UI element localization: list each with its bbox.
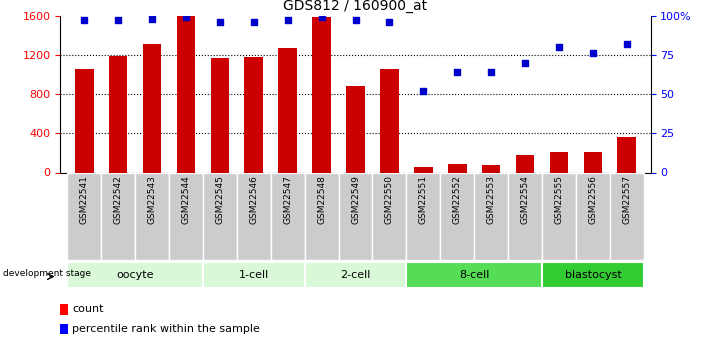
Bar [109,56,127,172]
Bar [346,86,365,172]
Point [282,18,294,23]
Bar [101,172,135,260]
Bar [60,304,68,315]
Text: GSM22549: GSM22549 [351,175,360,224]
Bar [312,17,331,172]
Bar [75,69,94,172]
Point [384,19,395,24]
Bar [210,58,229,172]
Bar [278,48,297,172]
Text: GSM22545: GSM22545 [215,175,225,224]
Text: development stage: development stage [3,269,91,278]
Bar [304,172,338,260]
Bar [508,172,542,260]
Bar [440,172,474,260]
Bar [448,164,466,172]
Bar [617,137,636,172]
Bar [414,167,433,172]
Point [417,88,429,93]
Bar [68,172,101,260]
Bar [407,262,542,288]
Point [214,19,225,24]
Text: GSM22548: GSM22548 [317,175,326,224]
Text: GSM22554: GSM22554 [520,175,530,224]
Title: GDS812 / 160900_at: GDS812 / 160900_at [284,0,427,13]
Text: GSM22544: GSM22544 [181,175,191,224]
Text: GSM22552: GSM22552 [453,175,461,224]
Text: blastocyst: blastocyst [565,270,621,280]
Bar [169,172,203,260]
Bar [245,57,263,172]
Text: GSM22541: GSM22541 [80,175,89,224]
Bar [338,172,373,260]
Bar [373,172,407,260]
Bar [610,172,643,260]
Point [350,18,361,23]
Bar [542,172,576,260]
Text: 8-cell: 8-cell [459,270,489,280]
Point [78,18,90,23]
Bar [203,262,304,288]
Text: GSM22550: GSM22550 [385,175,394,224]
Bar [474,172,508,260]
Text: GSM22547: GSM22547 [283,175,292,224]
Bar [143,44,161,172]
Point [248,19,260,24]
Text: GSM22553: GSM22553 [486,175,496,224]
Bar [60,324,68,334]
Text: GSM22556: GSM22556 [589,175,597,224]
Text: 1-cell: 1-cell [239,270,269,280]
Point [486,69,497,75]
Text: percentile rank within the sample: percentile rank within the sample [73,324,260,334]
Bar [135,172,169,260]
Text: GSM22551: GSM22551 [419,175,428,224]
Point [316,14,327,20]
Bar [542,262,643,288]
Text: GSM22543: GSM22543 [147,175,156,224]
Bar [584,152,602,172]
Bar [176,16,196,172]
Bar [304,262,407,288]
Bar [203,172,237,260]
Point [587,50,599,56]
Bar [407,172,440,260]
Bar [576,172,610,260]
Point [553,44,565,50]
Text: GSM22557: GSM22557 [622,175,631,224]
Bar [515,155,535,172]
Text: GSM22546: GSM22546 [250,175,258,224]
Bar [380,69,399,172]
Point [112,18,124,23]
Point [451,69,463,75]
Bar [237,172,271,260]
Bar [550,152,568,172]
Bar [482,165,501,172]
Point [146,16,158,21]
Point [520,60,531,66]
Text: count: count [73,304,104,314]
Text: GSM22542: GSM22542 [114,175,122,224]
Bar [271,172,304,260]
Bar [68,262,203,288]
Point [621,41,633,47]
Point [180,14,191,20]
Text: GSM22555: GSM22555 [555,175,564,224]
Text: 2-cell: 2-cell [341,270,370,280]
Text: oocyte: oocyte [117,270,154,280]
